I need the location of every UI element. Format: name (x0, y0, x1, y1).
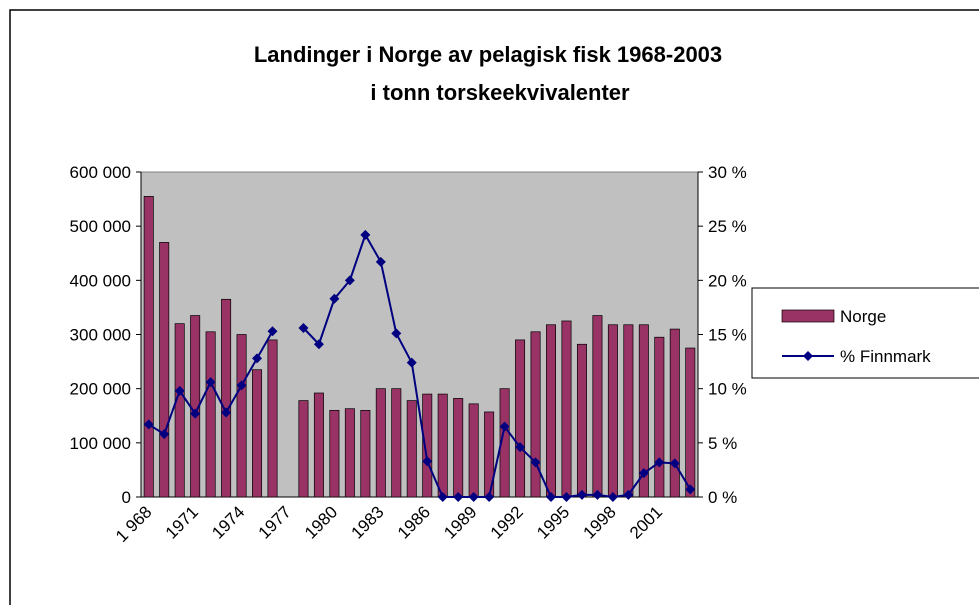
bar (422, 393, 433, 498)
marker (252, 353, 263, 364)
bar (453, 398, 464, 498)
plot-area (140, 171, 699, 498)
marker (143, 419, 154, 430)
bar (375, 388, 386, 498)
y-tick-label: 100 000 (70, 434, 131, 453)
marker (190, 408, 201, 419)
marker (546, 492, 557, 502)
bar (174, 323, 185, 498)
y-tick-label: 600 000 (70, 163, 131, 182)
marker (159, 429, 170, 440)
y-tick-label: 300 000 (70, 326, 131, 345)
bar (360, 409, 371, 498)
bar (654, 336, 665, 498)
legend-label: Norge (840, 307, 886, 326)
legend-swatch (781, 309, 835, 323)
marker (344, 275, 355, 286)
bar (236, 334, 247, 498)
y-tick-label: 400 000 (70, 271, 131, 290)
marker (236, 380, 247, 391)
bar (221, 298, 232, 498)
bar (499, 388, 510, 498)
legend-marker (803, 351, 813, 361)
bar (143, 196, 154, 498)
marker (576, 489, 587, 500)
bar (576, 343, 587, 498)
bar (344, 408, 355, 498)
y2-tick-label: 0 % (708, 488, 737, 507)
y-tick-label: 200 000 (70, 380, 131, 399)
y-tick-label: 0 (122, 488, 131, 507)
marker (313, 339, 324, 350)
bar (607, 324, 618, 498)
bar (561, 320, 572, 498)
marker (484, 492, 495, 502)
chart-title: i tonn torskeekvivalenter (370, 80, 630, 105)
bar (267, 339, 278, 498)
marker (391, 328, 402, 339)
marker (654, 457, 665, 468)
marker (422, 456, 433, 467)
bar (437, 393, 448, 498)
y2-tick-label: 20 % (708, 271, 747, 290)
marker (298, 323, 309, 333)
marker (515, 442, 526, 453)
y2-tick-label: 30 % (708, 163, 747, 182)
bar (313, 392, 324, 498)
marker (669, 458, 680, 469)
bar (205, 331, 216, 498)
bar (515, 339, 526, 498)
marker (499, 421, 510, 432)
bar (669, 328, 680, 498)
marker (205, 377, 216, 388)
marker (437, 492, 448, 502)
bar (530, 331, 541, 498)
y2-tick-label: 5 % (708, 434, 737, 453)
marker (329, 293, 340, 304)
legend-label: % Finnmark (840, 347, 931, 366)
marker (685, 484, 696, 495)
legend-box (751, 287, 979, 379)
bar (159, 242, 170, 498)
marker (607, 492, 618, 502)
marker (453, 492, 464, 502)
marker (468, 492, 479, 502)
marker (530, 457, 541, 468)
bar (685, 347, 696, 498)
marker (221, 407, 232, 418)
bar (391, 388, 402, 498)
y2-tick-label: 25 % (708, 217, 747, 236)
bar (592, 315, 603, 498)
marker (592, 489, 603, 500)
marker (406, 357, 417, 368)
marker (267, 326, 278, 337)
bar (468, 403, 479, 498)
marker (174, 385, 185, 396)
marker (623, 489, 634, 500)
bar (546, 324, 557, 498)
bar (298, 400, 309, 498)
marker (561, 492, 572, 502)
bar (329, 409, 340, 498)
bar (406, 400, 417, 498)
y2-tick-label: 10 % (708, 380, 747, 399)
marker (638, 468, 649, 479)
marker (360, 229, 371, 240)
bar (623, 324, 634, 498)
marker (375, 256, 386, 267)
chart-title: Landinger i Norge av pelagisk fisk 1968-… (254, 42, 722, 67)
y2-tick-label: 15 % (708, 326, 747, 345)
bar (638, 324, 649, 498)
bar (252, 369, 263, 498)
y-tick-label: 500 000 (70, 217, 131, 236)
